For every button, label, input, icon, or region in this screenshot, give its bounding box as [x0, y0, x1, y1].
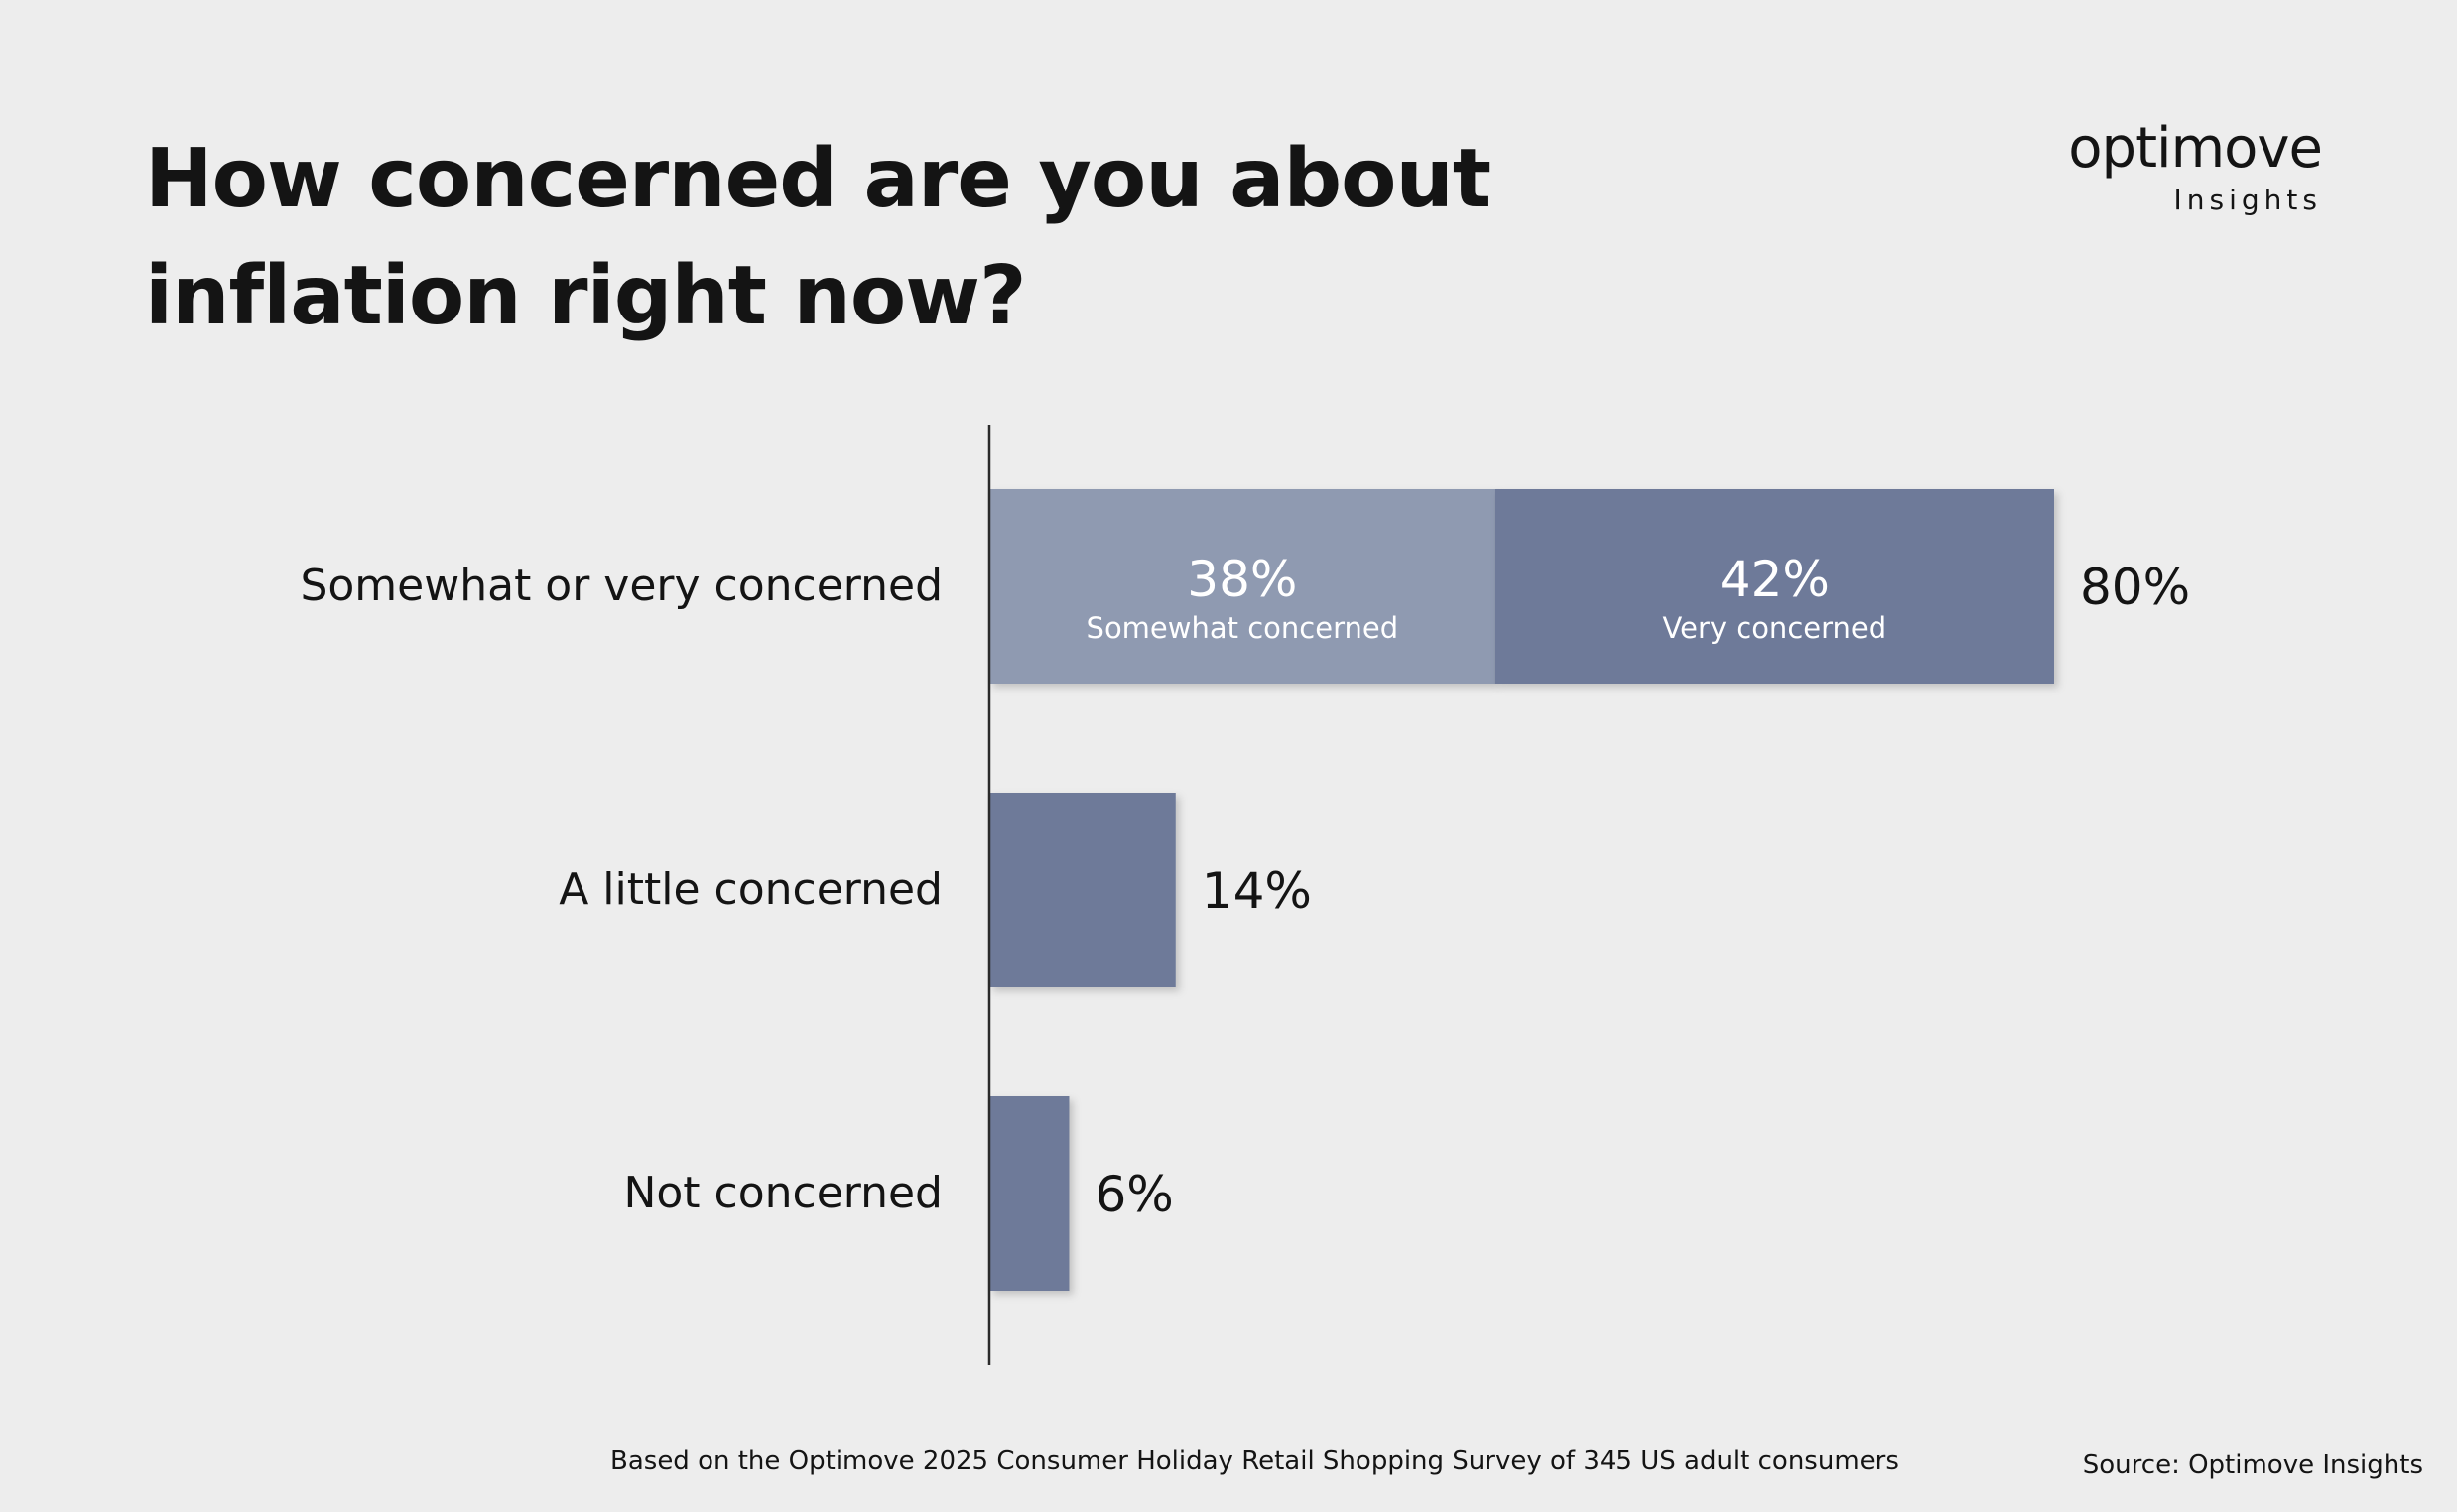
total-label-not-concerned: 6% [1095, 1166, 1173, 1223]
total-label-somewhat-or-very-concerned: 80% [2080, 559, 2190, 616]
bar-very-concerned [1494, 489, 2054, 684]
segment-value-somewhat-concerned: 38% [1187, 551, 1297, 608]
title-line-1: How concerned are you about [145, 132, 1491, 226]
title-line-2: inflation right now? [145, 249, 1027, 343]
category-label-somewhat-or-very-concerned: Somewhat or very concerned [300, 561, 943, 611]
bar-a-little-concerned [989, 793, 1176, 987]
segment-label-somewhat-concerned: Somewhat concerned [1087, 611, 1399, 645]
logo-brand: optimove [2068, 116, 2323, 181]
bar-somewhat-concerned [989, 489, 1495, 684]
bar-not-concerned [989, 1096, 1070, 1291]
optimove-logo: optimove Insights [2034, 116, 2323, 218]
chart-title: How concerned are you about inflation ri… [145, 121, 1633, 355]
segment-value-very-concerned: 42% [1720, 551, 1830, 608]
category-label-not-concerned: Not concerned [623, 1168, 943, 1218]
total-label-a-little-concerned: 14% [1202, 862, 1312, 920]
category-label-a-little-concerned: A little concerned [559, 864, 943, 915]
source-note: Source: Optimove Insights [2082, 1450, 2423, 1480]
survey-footnote: Based on the Optimove 2025 Consumer Holi… [610, 1447, 1899, 1476]
segment-label-very-concerned: Very concerned [1663, 611, 1887, 645]
logo-sub: Insights [2173, 184, 2322, 216]
chart-marks: Somewhat or very concerned 38%Somewhat co… [300, 425, 2190, 1365]
